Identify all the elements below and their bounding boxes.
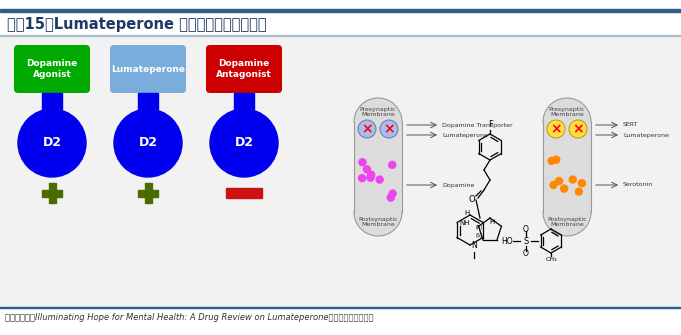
Wedge shape — [543, 212, 591, 236]
Text: ×: × — [383, 122, 395, 136]
Bar — [226, 188, 262, 198]
Circle shape — [364, 166, 370, 173]
Text: O: O — [523, 250, 529, 259]
Circle shape — [359, 175, 366, 182]
Bar — [543, 122, 591, 212]
Bar — [0, 9, 681, 12]
Text: F: F — [488, 120, 494, 129]
Text: Dopamine
Antagonist: Dopamine Antagonist — [216, 59, 272, 79]
Circle shape — [18, 109, 86, 177]
Wedge shape — [354, 212, 402, 236]
Text: Presynaptic
Membrane: Presynaptic Membrane — [549, 107, 585, 117]
Text: HO: HO — [501, 237, 513, 246]
Circle shape — [367, 174, 374, 181]
Text: ×: × — [361, 122, 373, 136]
Text: ×: × — [550, 122, 562, 136]
Text: Serotonin: Serotonin — [623, 183, 653, 188]
Text: NH: NH — [460, 220, 471, 226]
Text: (R): (R) — [475, 225, 483, 230]
Circle shape — [575, 188, 582, 195]
Text: N: N — [471, 242, 477, 251]
Circle shape — [376, 176, 383, 183]
Text: Lumateperone: Lumateperone — [623, 133, 669, 137]
Bar — [144, 183, 151, 203]
Bar — [42, 93, 62, 109]
Text: SERT: SERT — [623, 123, 638, 128]
Text: ×: × — [572, 122, 584, 136]
Text: D2: D2 — [138, 136, 157, 149]
Circle shape — [569, 120, 587, 138]
Bar — [48, 183, 55, 203]
Text: Postsynaptic
Membrane: Postsynaptic Membrane — [548, 217, 587, 227]
FancyBboxPatch shape — [14, 45, 90, 93]
Circle shape — [560, 185, 568, 192]
Bar — [354, 122, 402, 212]
Text: D2: D2 — [42, 136, 61, 149]
Text: O: O — [523, 224, 529, 233]
Text: S: S — [524, 237, 528, 246]
Circle shape — [387, 194, 394, 201]
Text: O: O — [469, 196, 475, 204]
FancyBboxPatch shape — [206, 45, 282, 93]
Text: Dopamine: Dopamine — [442, 183, 475, 188]
Bar — [138, 93, 158, 109]
Text: H: H — [490, 219, 494, 225]
Circle shape — [548, 157, 555, 164]
Wedge shape — [543, 98, 591, 122]
Bar — [42, 190, 62, 197]
Text: Lumateperone: Lumateperone — [442, 133, 488, 137]
Bar — [0, 307, 681, 308]
Circle shape — [368, 171, 375, 178]
Bar — [0, 36, 681, 307]
Circle shape — [210, 109, 278, 177]
Text: Postsynaptic
Membrane: Postsynaptic Membrane — [358, 217, 398, 227]
Bar — [138, 190, 158, 197]
Bar — [234, 93, 254, 109]
Circle shape — [358, 120, 376, 138]
Text: H: H — [464, 210, 470, 216]
Circle shape — [556, 178, 563, 185]
FancyBboxPatch shape — [110, 45, 186, 93]
Circle shape — [359, 159, 366, 166]
Text: Dopamine Transporter: Dopamine Transporter — [442, 123, 513, 128]
Text: 图表15：Lumateperone 的分子结构和作用机制: 图表15：Lumateperone 的分子结构和作用机制 — [7, 16, 267, 31]
Text: Lumateperone: Lumateperone — [111, 65, 185, 73]
Bar — [0, 35, 681, 36]
Circle shape — [553, 156, 560, 163]
Text: CH₃: CH₃ — [545, 257, 557, 262]
Text: D2: D2 — [234, 136, 253, 149]
Circle shape — [550, 182, 557, 189]
Text: 资料来源：《Illuminating Hope for Mental Health: A Drug Review on Lumateperone》，太平洋证券整: 资料来源：《Illuminating Hope for Mental Healt… — [5, 313, 373, 322]
Circle shape — [389, 161, 396, 169]
Circle shape — [569, 176, 576, 183]
Text: (S): (S) — [475, 232, 482, 238]
Wedge shape — [354, 98, 402, 122]
Circle shape — [547, 120, 565, 138]
Text: Dopamine
Agonist: Dopamine Agonist — [27, 59, 78, 79]
Bar — [0, 11, 681, 35]
Circle shape — [114, 109, 182, 177]
Circle shape — [380, 120, 398, 138]
Text: Presynaptic
Membrane: Presynaptic Membrane — [360, 107, 396, 117]
Circle shape — [389, 190, 396, 197]
Circle shape — [578, 180, 586, 187]
